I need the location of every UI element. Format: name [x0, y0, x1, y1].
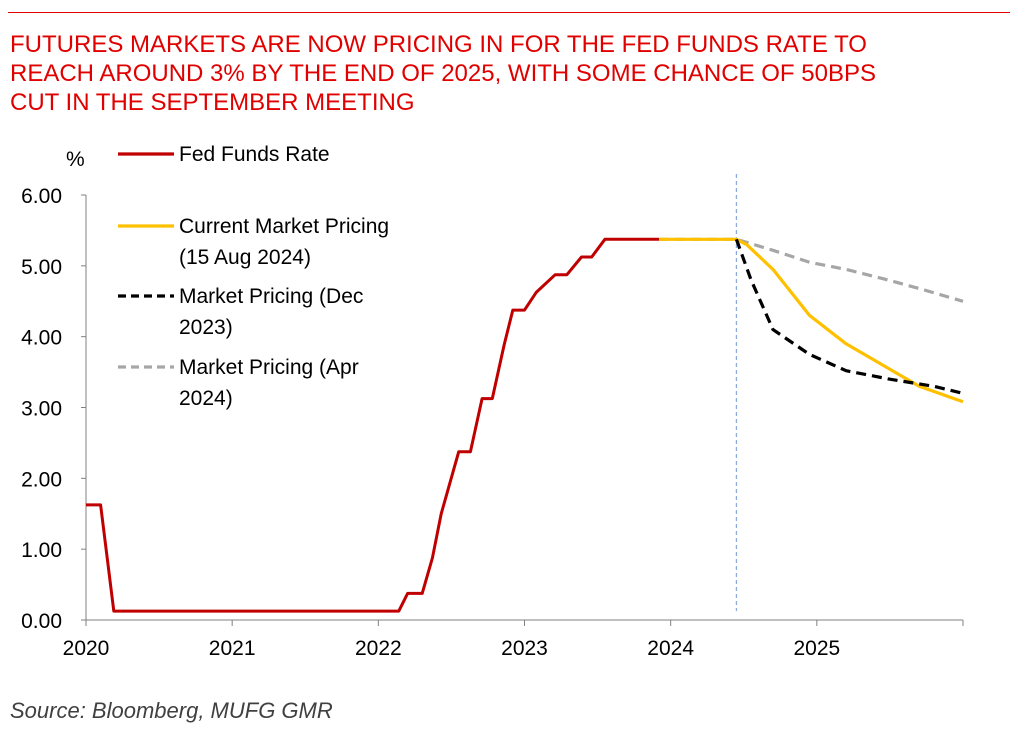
chart-title-line-2: REACH AROUND 3% BY THE END OF 2025, WITH…	[10, 60, 876, 87]
current-market-pricing-line	[659, 237, 964, 404]
legend-label: Market Pricing (Dec	[179, 285, 363, 308]
top-rule	[8, 12, 1010, 13]
legend-market-pricing-apr-2024: Market Pricing (Apr 2024)	[118, 356, 359, 410]
legend-fed-funds-rate: Fed Funds Rate	[118, 143, 330, 166]
x-tick-label: 2025	[793, 637, 840, 660]
x-tick-label: 2020	[63, 637, 110, 660]
y-tick-label: 5.00	[21, 256, 62, 279]
y-tick-label: 6.00	[21, 185, 62, 208]
market-pricing-dec-2023-line	[734, 238, 964, 395]
legend-label: Fed Funds Rate	[179, 143, 330, 166]
x-tick-label: 2024	[647, 637, 694, 660]
source-note: Source: Bloomberg, MUFG GMR	[10, 698, 333, 723]
chart-axes: % 0.00 1.00 2.00 3.00 4.00 5.00 6.00 2020 2021 202…	[21, 148, 964, 660]
legend-current-market-pricing: Current Market Pricing (15 Aug 2024)	[118, 215, 389, 269]
y-tick-label: 1.00	[21, 539, 62, 562]
legend-label: Market Pricing (Apr	[179, 356, 359, 379]
y-tick-label: 0.00	[21, 610, 62, 633]
y-tick-label: 4.00	[21, 327, 62, 350]
legend-label: (15 Aug 2024)	[179, 246, 311, 269]
chart-title-line-1: FUTURES MARKETS ARE NOW PRICING IN FOR T…	[10, 31, 867, 58]
market-pricing-apr-2024-line	[659, 237, 964, 303]
y-tick-label: 3.00	[21, 398, 62, 421]
y-axis-unit-label: %	[66, 148, 85, 171]
fed-funds-rate-line	[86, 237, 659, 613]
chart-legend: Fed Funds Rate Current Market Pricing (15 …	[118, 143, 389, 410]
legend-label: 2024)	[179, 387, 233, 410]
legend-market-pricing-dec-2023: Market Pricing (Dec 2023)	[118, 285, 363, 339]
x-tick-label: 2023	[501, 637, 548, 660]
chart-title-line-3: CUT IN THE SEPTEMBER MEETING	[10, 89, 415, 116]
legend-label: 2023)	[179, 316, 233, 339]
legend-label: Current Market Pricing	[179, 215, 389, 238]
chart-series	[86, 174, 964, 613]
x-tick-label: 2022	[355, 637, 402, 660]
x-tick-label: 2021	[209, 637, 256, 660]
chart-title: FUTURES MARKETS ARE NOW PRICING IN FOR T…	[10, 30, 1000, 117]
y-tick-label: 2.00	[21, 468, 62, 491]
